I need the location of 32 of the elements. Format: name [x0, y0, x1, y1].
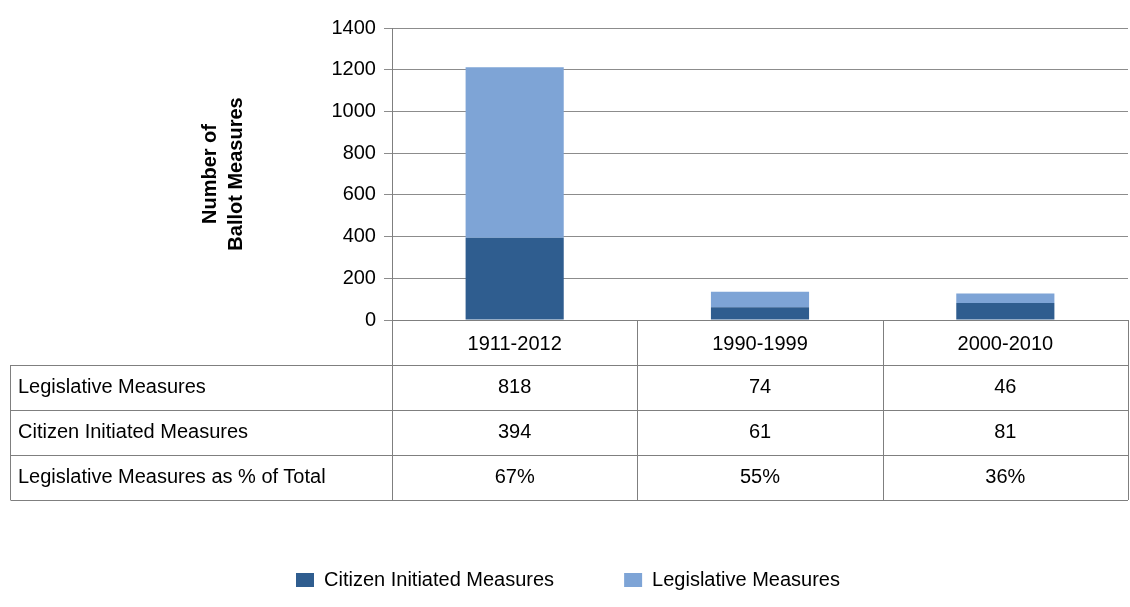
x-tick-label: 1911-2012 — [467, 331, 562, 354]
y-tick-label: 600 — [342, 182, 376, 205]
x-tick-label: 2000-2010 — [957, 331, 1054, 354]
data-label: 818 — [497, 375, 532, 398]
legend-label: Legislative Measures — [652, 567, 840, 590]
text: Legislative Measures as % of Total — [18, 465, 326, 488]
bar — [956, 303, 1055, 320]
data-label: 61 — [748, 420, 772, 443]
x-tick-label: 1990-1999 — [712, 331, 808, 354]
y-tick-label: 0 — [364, 307, 376, 330]
legend-label: Citizen Initiated Measures — [324, 567, 555, 590]
bar — [710, 307, 810, 320]
data-label: 394 — [497, 420, 532, 443]
y-tick-label: 400 — [342, 224, 376, 247]
text: 55% — [739, 465, 781, 488]
bar — [710, 291, 810, 308]
y-tick-label: 1200 — [331, 57, 376, 80]
text: Legislative Measures — [18, 375, 206, 398]
y-axis-title: Number of Ballot Measures — [197, 97, 246, 251]
data-label: 81 — [994, 420, 1017, 443]
text: Citizen Initiated Measures — [18, 420, 249, 443]
y-tick-label: 200 — [342, 265, 376, 288]
y-tick-label: 1000 — [331, 98, 376, 121]
data-label: 74 — [748, 375, 772, 398]
y-tick-label: 1400 — [331, 15, 376, 38]
bar — [956, 293, 1055, 304]
bar — [465, 237, 564, 320]
bar — [465, 67, 564, 238]
text: 36% — [985, 465, 1026, 488]
data-label: 46 — [994, 375, 1017, 398]
y-tick-label: 800 — [342, 140, 376, 163]
text: 67% — [494, 465, 535, 488]
